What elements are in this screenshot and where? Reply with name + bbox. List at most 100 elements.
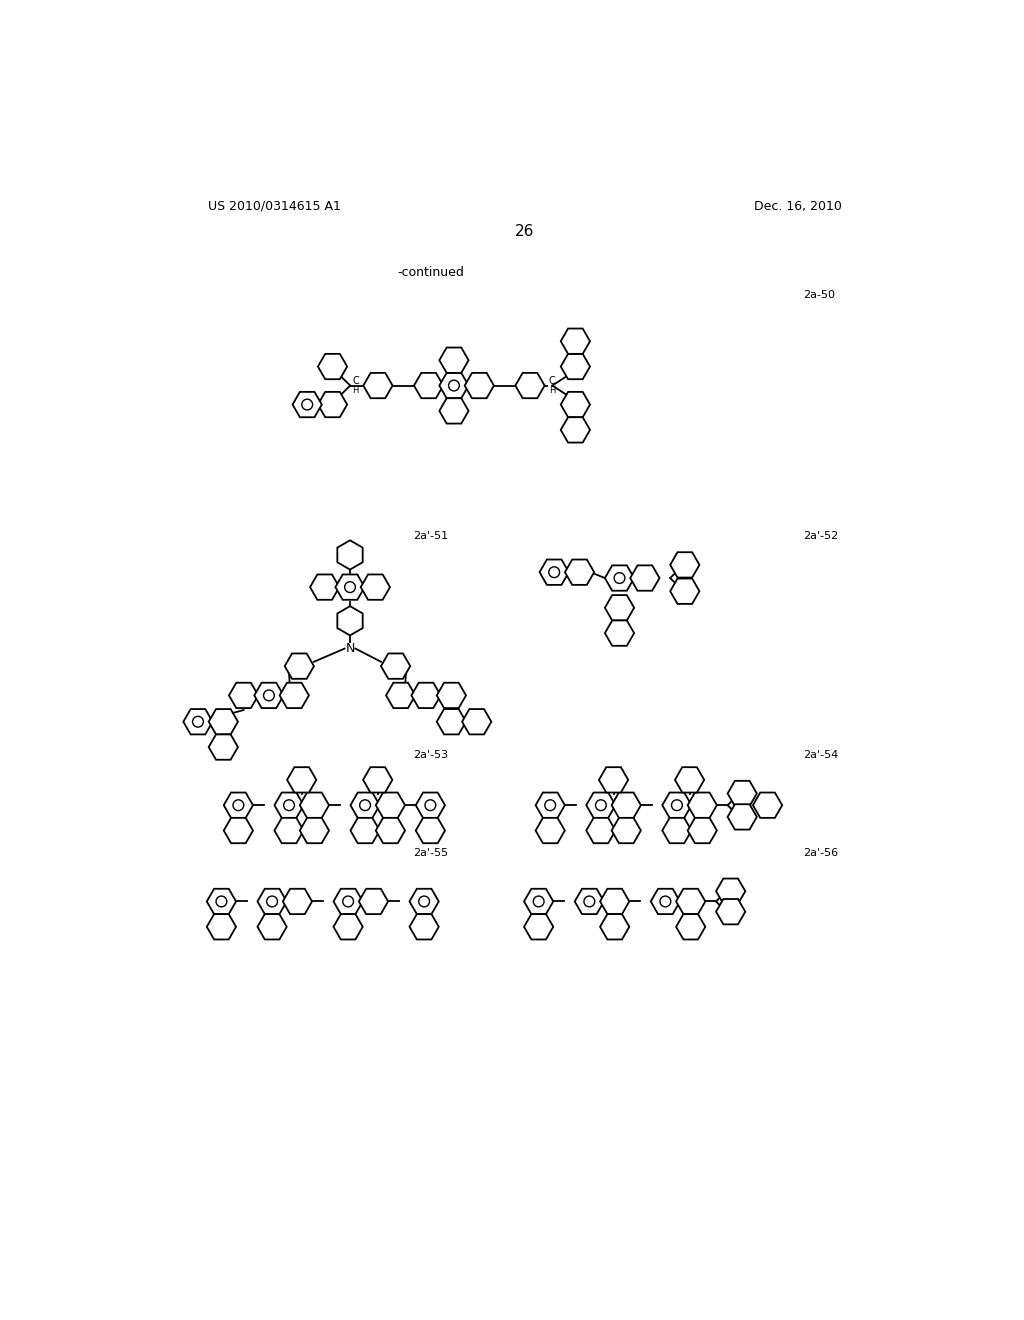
Text: C: C (352, 376, 359, 385)
Polygon shape (524, 915, 553, 940)
Polygon shape (688, 792, 717, 818)
Polygon shape (630, 565, 659, 591)
Polygon shape (716, 879, 745, 904)
Polygon shape (336, 574, 365, 599)
Polygon shape (688, 818, 717, 843)
Polygon shape (599, 767, 628, 792)
Polygon shape (728, 781, 757, 807)
Text: 2a'-54: 2a'-54 (803, 750, 838, 760)
Polygon shape (605, 595, 634, 620)
Polygon shape (605, 620, 634, 645)
Polygon shape (670, 552, 699, 578)
Polygon shape (561, 354, 590, 379)
Polygon shape (337, 540, 362, 570)
Polygon shape (360, 574, 390, 599)
Polygon shape (561, 392, 590, 417)
Polygon shape (207, 915, 237, 940)
Polygon shape (310, 574, 339, 599)
Polygon shape (257, 915, 287, 940)
Polygon shape (410, 915, 438, 940)
Polygon shape (209, 709, 238, 734)
Polygon shape (283, 888, 312, 915)
Polygon shape (605, 565, 634, 591)
Polygon shape (364, 372, 392, 399)
Polygon shape (716, 899, 745, 924)
Polygon shape (587, 818, 615, 843)
Polygon shape (376, 818, 406, 843)
Polygon shape (254, 682, 284, 708)
Polygon shape (676, 915, 706, 940)
Polygon shape (414, 372, 443, 399)
Polygon shape (600, 888, 630, 915)
Polygon shape (300, 818, 329, 843)
Polygon shape (600, 915, 630, 940)
Text: 2a'-56: 2a'-56 (803, 847, 838, 858)
Text: US 2010/0314615 A1: US 2010/0314615 A1 (208, 199, 340, 213)
Text: C: C (549, 376, 556, 385)
Polygon shape (229, 682, 258, 708)
Polygon shape (285, 653, 314, 678)
Polygon shape (300, 792, 329, 818)
Polygon shape (439, 372, 469, 399)
Polygon shape (611, 818, 641, 843)
Polygon shape (663, 792, 691, 818)
Text: 2a'-53: 2a'-53 (414, 750, 449, 760)
Polygon shape (293, 392, 322, 417)
Polygon shape (437, 709, 466, 734)
Polygon shape (561, 417, 590, 442)
Text: 2a'-51: 2a'-51 (414, 531, 449, 541)
Polygon shape (676, 888, 706, 915)
Polygon shape (439, 399, 469, 424)
Polygon shape (257, 888, 287, 915)
Polygon shape (412, 682, 440, 708)
Text: N: N (345, 642, 354, 655)
Polygon shape (364, 767, 392, 792)
Polygon shape (462, 709, 492, 734)
Polygon shape (274, 818, 304, 843)
Polygon shape (536, 818, 565, 843)
Polygon shape (540, 560, 568, 585)
Polygon shape (439, 347, 469, 372)
Polygon shape (515, 372, 545, 399)
Polygon shape (358, 888, 388, 915)
Text: -continued: -continued (397, 265, 464, 279)
Polygon shape (280, 682, 309, 708)
Polygon shape (337, 606, 362, 635)
Polygon shape (317, 392, 347, 417)
Polygon shape (465, 372, 494, 399)
Polygon shape (381, 653, 411, 678)
Text: H: H (549, 385, 555, 395)
Polygon shape (209, 734, 238, 760)
Polygon shape (561, 329, 590, 354)
Polygon shape (524, 888, 553, 915)
Polygon shape (663, 818, 691, 843)
Polygon shape (274, 792, 304, 818)
Polygon shape (317, 354, 347, 379)
Text: H: H (352, 385, 358, 395)
Polygon shape (223, 818, 253, 843)
Polygon shape (334, 888, 362, 915)
Polygon shape (410, 888, 438, 915)
Text: Dec. 16, 2010: Dec. 16, 2010 (754, 199, 842, 213)
Polygon shape (334, 915, 362, 940)
Polygon shape (416, 818, 445, 843)
Text: 2a'-55: 2a'-55 (414, 847, 449, 858)
Polygon shape (650, 888, 680, 915)
Polygon shape (675, 767, 705, 792)
Polygon shape (350, 818, 380, 843)
Polygon shape (574, 888, 604, 915)
Polygon shape (670, 578, 699, 603)
Polygon shape (536, 792, 565, 818)
Polygon shape (223, 792, 253, 818)
Polygon shape (728, 804, 757, 829)
Polygon shape (611, 792, 641, 818)
Text: 2a'-52: 2a'-52 (803, 531, 838, 541)
Polygon shape (183, 709, 213, 734)
Text: 2a-50: 2a-50 (803, 290, 835, 301)
Polygon shape (437, 682, 466, 708)
Polygon shape (350, 792, 380, 818)
Polygon shape (386, 682, 416, 708)
Polygon shape (565, 560, 594, 585)
Polygon shape (287, 767, 316, 792)
Polygon shape (753, 792, 782, 818)
